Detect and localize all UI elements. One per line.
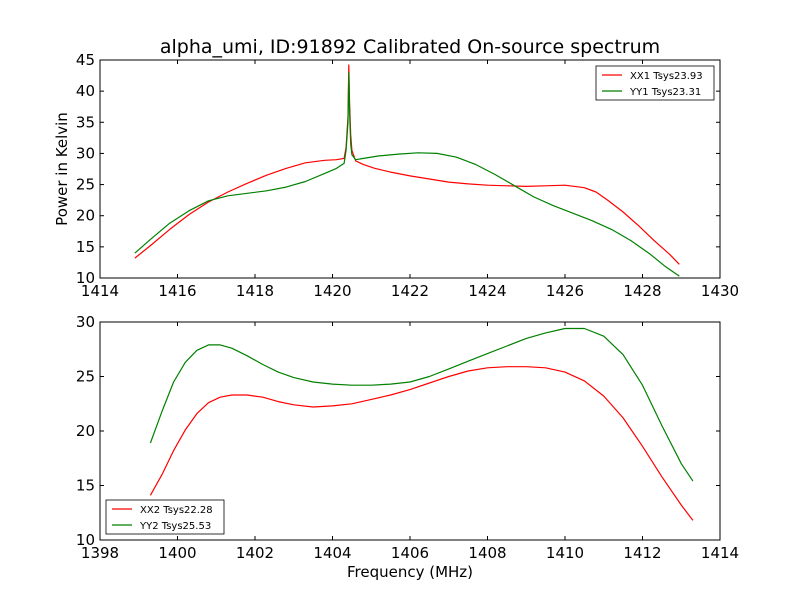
y-tick-label: 30 xyxy=(76,313,95,331)
x-tick-label: 1430 xyxy=(701,282,739,300)
y-tick-label: 25 xyxy=(76,368,95,386)
x-tick-label: 1418 xyxy=(236,282,274,300)
legend-box xyxy=(595,65,715,101)
legend: XX2 Tsys22.28 YY2 Tsys25.53 xyxy=(105,499,225,535)
legend-entry-label: YY1 Tsys23.31 xyxy=(629,87,701,98)
y-tick-label: 10 xyxy=(76,269,95,287)
x-tick-label: 1406 xyxy=(391,544,429,562)
x-tick-label: 1424 xyxy=(468,282,506,300)
x-tick-label: 1428 xyxy=(623,282,661,300)
x-tick-label: 1414 xyxy=(81,282,119,300)
y-axis-label: Power in Kelvin xyxy=(53,112,71,226)
y-tick-label: 15 xyxy=(76,238,95,256)
y-tick-label: 45 xyxy=(76,51,95,69)
x-tick-label: 1398 xyxy=(81,544,119,562)
y-tick-label: 20 xyxy=(76,207,95,225)
y-tick-label: 30 xyxy=(76,144,95,162)
x-axis-label: Frequency (MHz) xyxy=(347,563,473,581)
x-tick-label: 1404 xyxy=(313,544,351,562)
figure-title: alpha_umi, ID:91892 Calibrated On-source… xyxy=(160,36,660,58)
top-spectrum-panel: 1414 1416 1418 1420 1422 1424 1426 1428 1430 10 15… xyxy=(76,51,739,300)
bottom-spectrum-panel: 1398 1400 1402 1404 1406 1408 1410 1412 1414 10 15… xyxy=(76,313,739,562)
x-tick-label: 1422 xyxy=(391,282,429,300)
x-tick-label: 1408 xyxy=(468,544,506,562)
x-tick-label: 1414 xyxy=(701,544,739,562)
x-tick-label: 1426 xyxy=(546,282,584,300)
y-tick-label: 35 xyxy=(76,113,95,131)
series-line-1-1 xyxy=(149,327,694,482)
legend-box xyxy=(105,499,225,535)
x-tick-label: 1416 xyxy=(158,282,196,300)
series-line-0-1 xyxy=(134,71,680,277)
legend-entry-label: XX2 Tsys22.28 xyxy=(140,505,213,516)
x-tick-label: 1402 xyxy=(236,544,274,562)
y-tick-label: 15 xyxy=(76,477,95,495)
x-tick-label: 1412 xyxy=(623,544,661,562)
y-tick-label: 10 xyxy=(76,531,95,549)
x-tick-label: 1410 xyxy=(546,544,584,562)
y-tick-label: 40 xyxy=(76,82,95,100)
series-line-1-0 xyxy=(149,366,694,521)
y-tick-label: 20 xyxy=(76,422,95,440)
y-tick-label: 25 xyxy=(76,176,95,194)
x-tick-label: 1400 xyxy=(158,544,196,562)
series-line-0-0 xyxy=(134,64,680,265)
x-tick-label: 1420 xyxy=(313,282,351,300)
legend-entry-label: YY2 Tsys25.53 xyxy=(139,521,211,532)
legend-entry-label: XX1 Tsys23.93 xyxy=(630,71,703,82)
legend: XX1 Tsys23.93 YY1 Tsys23.31 xyxy=(595,65,715,101)
